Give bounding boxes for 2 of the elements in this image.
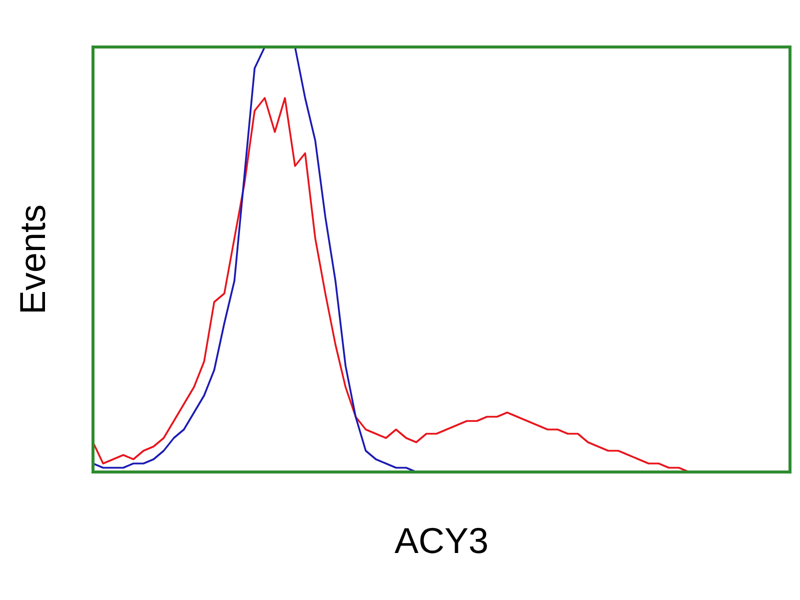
x-axis-title: ACY3 bbox=[394, 520, 489, 561]
y-axis-title: Events bbox=[12, 204, 53, 315]
